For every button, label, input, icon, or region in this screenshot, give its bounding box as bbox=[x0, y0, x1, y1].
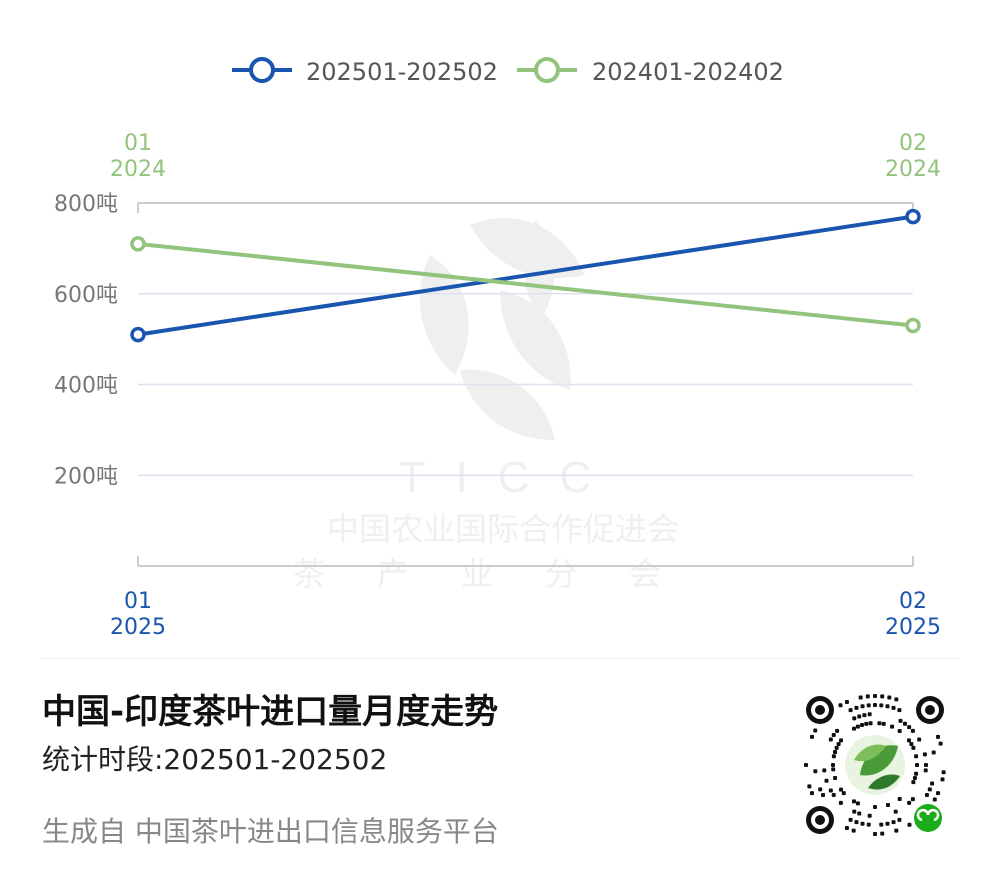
x-tick-year-top-02: 2024 bbox=[885, 157, 941, 182]
watermark-org-line1: 中国农业国际合作促进会 bbox=[327, 510, 679, 548]
y-tick-label-200: 200吨 bbox=[54, 464, 118, 489]
legend-label-2025: 202501-202502 bbox=[306, 58, 498, 86]
x-tick-year-bottom-01: 2025 bbox=[110, 615, 166, 640]
x-tick-year-bottom-02: 2025 bbox=[885, 615, 941, 640]
series-lines bbox=[130, 208, 921, 343]
x-tick-month-bottom-01: 01 bbox=[124, 589, 152, 614]
y-tick-label-400: 400吨 bbox=[54, 374, 118, 399]
x-tick-year-top-01: 2024 bbox=[110, 157, 166, 182]
watermark-org-line2: 茶产业分会 bbox=[293, 555, 713, 593]
statistics-period: 统计时段:202501-202502 bbox=[42, 743, 388, 776]
mini-program-qr-code-icon[interactable] bbox=[790, 680, 960, 850]
data-point-2025-01[interactable] bbox=[130, 326, 146, 343]
legend-marker-2025 bbox=[249, 57, 275, 83]
legend-marker-2024 bbox=[534, 57, 560, 83]
source-attribution: 生成自 中国茶叶进出口信息服务平台 bbox=[42, 815, 499, 848]
legend-item-2025[interactable]: 202501-202502 bbox=[232, 57, 498, 86]
data-point-2024-01[interactable] bbox=[130, 236, 146, 252]
y-tick-label-800: 800吨 bbox=[54, 192, 118, 217]
x-tick-month-bottom-02: 02 bbox=[899, 589, 927, 614]
data-point-2024-02[interactable] bbox=[905, 317, 921, 334]
y-tick-label-600: 600吨 bbox=[54, 283, 118, 308]
data-point-2025-02[interactable] bbox=[905, 208, 921, 225]
x-tick-month-top-01: 01 bbox=[124, 131, 152, 156]
legend-item-2024[interactable]: 202401-202402 bbox=[517, 57, 784, 86]
legend-label-2024: 202401-202402 bbox=[592, 58, 784, 86]
ticc-watermark: TICC 中国农业国际合作促进会 茶产业分会 bbox=[293, 218, 713, 593]
report-title: 中国-印度茶叶进口量月度走势 bbox=[42, 692, 499, 732]
chart: TICC 中国农业国际合作促进会 茶产业分会 202501-202502 202… bbox=[54, 57, 941, 640]
watermark-brand: TICC bbox=[399, 453, 622, 502]
x-tick-month-top-02: 02 bbox=[899, 131, 927, 156]
tea-leaf-logo-icon bbox=[419, 218, 585, 440]
series-line-2024 bbox=[137, 241, 914, 328]
legend: 202501-202502 202401-202402 bbox=[232, 57, 784, 86]
grid bbox=[138, 202, 913, 476]
footer-divider bbox=[40, 658, 960, 659]
series-line-2025 bbox=[137, 214, 914, 337]
